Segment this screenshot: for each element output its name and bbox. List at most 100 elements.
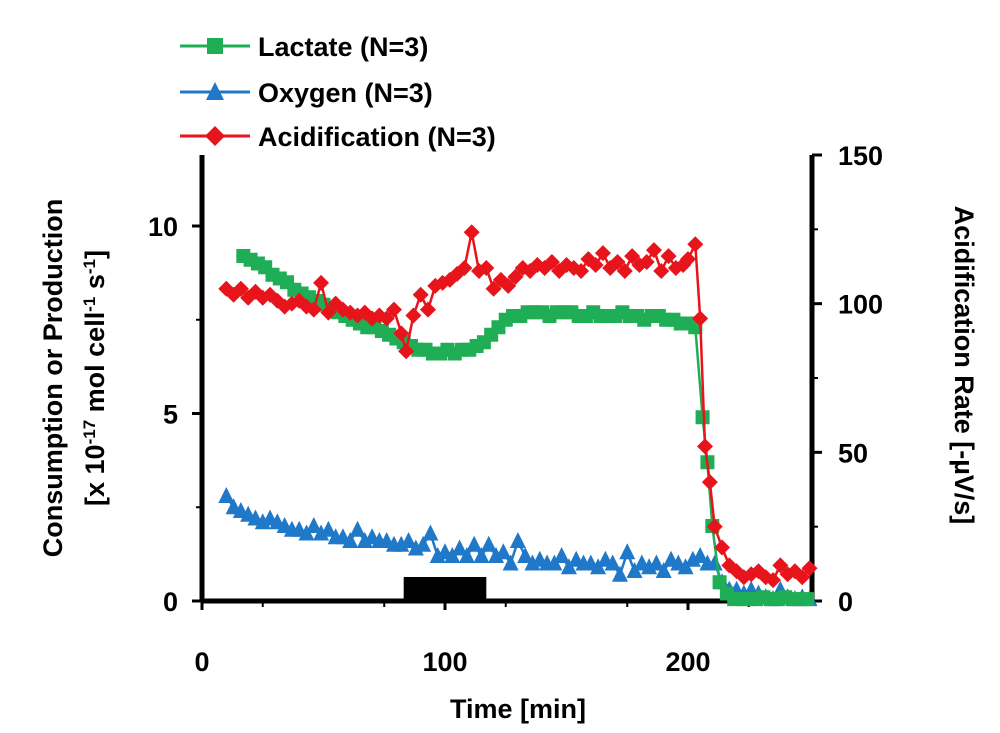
data-point-acidification	[687, 236, 704, 253]
data-point-oxygen	[320, 520, 337, 537]
data-point-acidification	[594, 245, 611, 262]
data-point-acidification	[232, 280, 249, 297]
data-point-acidification	[456, 259, 473, 276]
data-point-oxygen	[692, 547, 709, 563]
data-point-acidification	[794, 569, 811, 586]
data-point-acidification	[305, 301, 322, 318]
data-point-oxygen	[495, 543, 512, 560]
y-left-tick-label: 5	[163, 400, 178, 430]
data-point-oxygen	[218, 487, 235, 503]
data-point-oxygen	[305, 517, 322, 533]
data-point-acidification	[772, 557, 789, 574]
legend-entry-acidification: Acidification (N=3)	[180, 122, 496, 152]
data-point-acidification	[378, 310, 395, 327]
y-axis-left-title-line2-group: [x 10-17 mol cell-1 s-1]	[80, 250, 111, 506]
data-point-acidification	[680, 251, 696, 268]
data-point-oxygen	[473, 547, 490, 563]
data-point-oxygen	[349, 520, 366, 537]
data-point-acidification	[587, 257, 604, 274]
data-point-acidification	[801, 560, 818, 577]
ylabel-exp3: -1	[80, 259, 99, 274]
data-point-acidification	[398, 343, 415, 360]
x-tick-label: 100	[422, 647, 467, 677]
data-point-oxygen	[604, 554, 621, 571]
data-point-lactate	[712, 575, 727, 590]
y-right-tick-label: 100	[838, 290, 883, 320]
ylabel-part3: s	[80, 274, 110, 297]
data-point-acidification	[616, 262, 633, 279]
data-point-acidification	[765, 572, 782, 589]
data-point-oxygen	[342, 532, 359, 548]
legend-label-oxygen: Oxygen (N=3)	[258, 78, 433, 108]
treatment-period-bar	[403, 577, 487, 601]
data-point-oxygen	[517, 547, 534, 563]
data-point-acidification	[313, 274, 330, 291]
series-acidification	[218, 224, 818, 589]
data-point-acidification	[385, 301, 402, 318]
x-tick-label: 0	[194, 647, 209, 677]
data-point-acidification	[660, 248, 677, 265]
data-point-oxygen	[502, 554, 519, 571]
ticks-layer	[192, 153, 822, 610]
data-point-acidification	[706, 518, 723, 535]
ylabel-exp2: -1	[80, 297, 99, 312]
data-point-oxygen	[553, 547, 570, 563]
y-right-tick-label: 0	[838, 587, 853, 617]
data-point-acidification	[405, 307, 422, 324]
data-point-acidification	[240, 289, 257, 306]
legend: Lactate (N=3) Oxygen (N=3) Acidification…	[180, 32, 496, 152]
data-point-lactate	[695, 410, 710, 425]
data-point-acidification	[653, 262, 670, 279]
ylabel-exp1: -17	[80, 420, 99, 445]
data-point-oxygen	[480, 535, 497, 552]
y-axis-left-title: Consumption or Production	[38, 199, 68, 557]
legend-entry-lactate: Lactate (N=3)	[180, 32, 428, 62]
y-left-tick-label: 10	[148, 212, 178, 242]
legend-entry-oxygen: Oxygen (N=3)	[180, 78, 433, 108]
data-point-acidification	[692, 310, 709, 327]
y-axis-left-title-line1: Consumption or Production	[38, 199, 68, 557]
x-tick-label: 200	[665, 647, 710, 677]
legend-marker-lactate	[207, 38, 223, 54]
data-point-oxygen	[648, 554, 665, 571]
series-layer	[218, 224, 818, 607]
ylabel-part1: [x 10	[80, 444, 110, 506]
y-right-tick-label: 50	[838, 438, 868, 468]
data-point-lactate	[800, 592, 815, 607]
ylabel-part4: ]	[80, 250, 110, 259]
data-point-oxygen	[451, 539, 468, 556]
data-point-oxygen	[458, 547, 475, 563]
data-point-oxygen	[466, 535, 483, 552]
data-point-acidification	[624, 248, 641, 265]
legend-marker-acidification	[205, 126, 225, 146]
data-point-acidification	[419, 301, 436, 318]
data-point-acidification	[638, 254, 655, 271]
data-point-oxygen	[422, 524, 439, 541]
data-point-acidification	[463, 224, 480, 241]
data-point-acidification	[412, 286, 429, 303]
data-point-acidification	[714, 539, 731, 556]
legend-marker-oxygen	[206, 82, 224, 100]
data-point-oxygen	[619, 543, 636, 560]
data-point-acidification	[609, 254, 626, 271]
data-point-oxygen	[655, 562, 672, 578]
data-point-oxygen	[415, 535, 432, 552]
x-axis-title: Time [min]	[450, 694, 586, 724]
data-point-acidification	[320, 304, 337, 321]
data-point-acidification	[485, 280, 502, 297]
data-point-oxygen	[400, 532, 417, 548]
y-right-tick-label: 150	[838, 141, 883, 171]
data-point-oxygen	[611, 565, 628, 582]
ylabel-part2: mol cell	[80, 312, 110, 420]
y-axis-left-title-line2: [x 10-17 mol cell-1 s-1]	[80, 250, 111, 506]
data-point-acidification	[701, 474, 718, 491]
data-point-acidification	[507, 268, 524, 285]
y-left-tick-label: 0	[163, 587, 178, 617]
data-point-acidification	[573, 262, 590, 279]
data-point-oxygen	[509, 532, 526, 548]
data-point-acidification	[697, 438, 714, 455]
y-axis-right-title: Acidification Rate [-µV/s]	[949, 206, 979, 525]
y-axis-right-title-group: Acidification Rate [-µV/s]	[949, 206, 979, 525]
